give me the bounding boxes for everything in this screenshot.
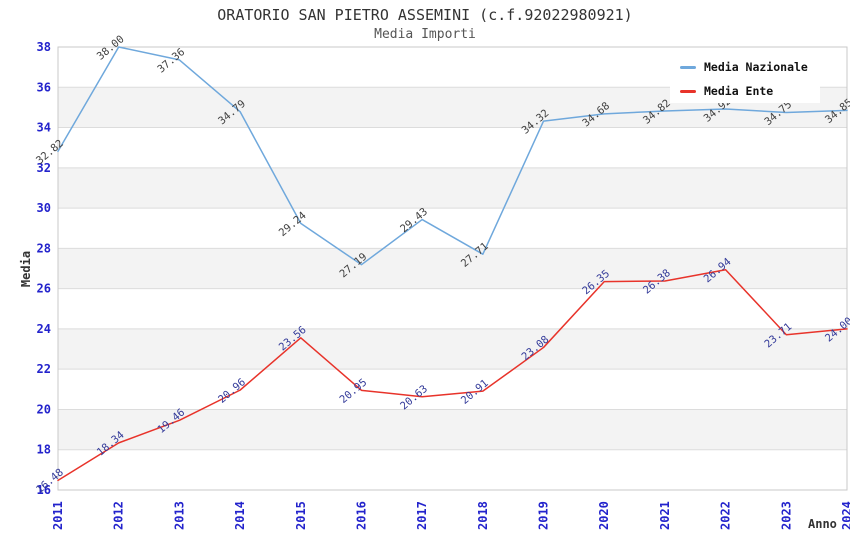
x-axis-title: Anno bbox=[808, 517, 837, 531]
x-tick-label: 2024 bbox=[840, 501, 850, 530]
line-media-nazionale bbox=[57, 46, 848, 266]
legend-swatch-ente-icon bbox=[680, 89, 696, 93]
y-tick-label: 22 bbox=[37, 362, 51, 376]
x-tick-label: 2016 bbox=[354, 501, 368, 530]
data-point-label: 29.43 bbox=[398, 206, 430, 236]
data-point-label: 20.91 bbox=[459, 377, 491, 407]
y-tick-label: 34 bbox=[37, 121, 51, 135]
plot-border bbox=[57, 46, 848, 491]
y-tick-label: 18 bbox=[37, 443, 51, 457]
legend-item-media-nazionale: Media Nazionale bbox=[680, 60, 820, 74]
y-tick-label: 24 bbox=[37, 322, 51, 336]
x-tick-label: 2021 bbox=[658, 501, 672, 530]
plot-band bbox=[58, 409, 847, 450]
chart-subtitle: Media Importi bbox=[374, 27, 476, 42]
x-tick-label: 2019 bbox=[537, 501, 551, 530]
y-axis-title: Media bbox=[19, 250, 33, 288]
legend: Media Nazionale Media Ente bbox=[670, 55, 820, 103]
y-tick-label: 36 bbox=[37, 80, 51, 94]
data-point-label: 20.96 bbox=[216, 376, 248, 406]
y-tick-label: 26 bbox=[37, 282, 51, 296]
y-tick-label: 16 bbox=[37, 483, 51, 497]
x-tick-label: 2013 bbox=[172, 501, 186, 530]
x-tick-label: 2014 bbox=[233, 501, 247, 530]
x-tick-label: 2022 bbox=[719, 501, 733, 530]
chart-title: ORATORIO SAN PIETRO ASSEMINI (c.f.920229… bbox=[217, 6, 633, 24]
plot-band bbox=[58, 328, 847, 370]
line-media-ente bbox=[57, 268, 848, 482]
y-tick-label: 30 bbox=[37, 201, 51, 215]
x-tick-label: 2011 bbox=[51, 501, 65, 530]
legend-swatch-nazionale-icon bbox=[680, 65, 696, 69]
plot-band bbox=[58, 248, 847, 289]
legend-label-media-ente: Media Ente bbox=[704, 84, 774, 98]
data-point-label: 37.36 bbox=[155, 46, 187, 76]
y-tick-label: 38 bbox=[37, 40, 51, 54]
x-tick-label: 2023 bbox=[779, 501, 793, 530]
x-tick-label: 2012 bbox=[112, 501, 126, 530]
x-tick-label: 2017 bbox=[415, 501, 429, 530]
y-tick-label: 20 bbox=[37, 402, 51, 416]
legend-item-media-ente: Media Ente bbox=[680, 84, 820, 98]
data-point-label: 29.24 bbox=[277, 210, 309, 240]
x-tick-label: 2015 bbox=[294, 501, 308, 530]
y-tick-label: 28 bbox=[37, 241, 51, 255]
y-tick-label: 32 bbox=[37, 161, 51, 175]
legend-label-media-nazionale: Media Nazionale bbox=[704, 60, 808, 74]
x-tick-label: 2020 bbox=[597, 501, 611, 530]
x-tick-label: 2018 bbox=[476, 501, 490, 530]
plot-band bbox=[58, 167, 847, 209]
data-point-label: 20.63 bbox=[398, 383, 430, 413]
